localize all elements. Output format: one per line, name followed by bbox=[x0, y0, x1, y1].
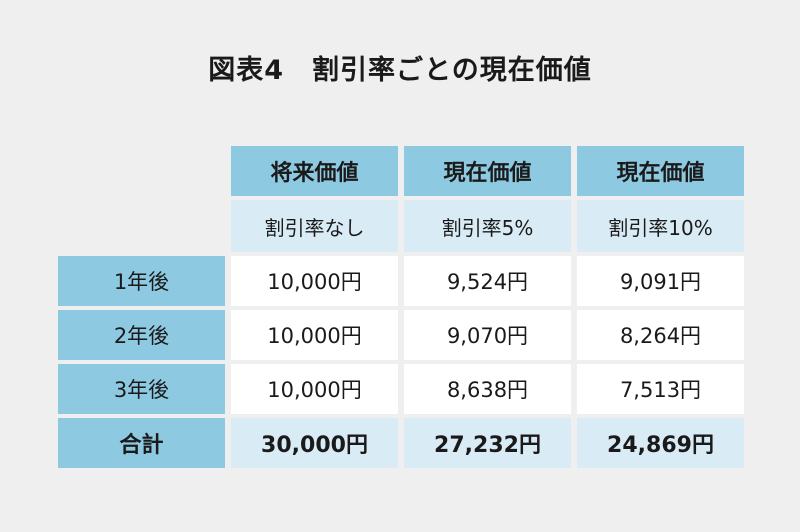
table-cell: 8,264円 bbox=[577, 310, 744, 360]
column-header-present-value-5: 現在価値 bbox=[404, 146, 571, 196]
table-cell: 9,091円 bbox=[577, 256, 744, 306]
table-cell: 7,513円 bbox=[577, 364, 744, 414]
total-cell: 24,869円 bbox=[577, 418, 744, 468]
table-cell: 8,638円 bbox=[404, 364, 571, 414]
corner-blank bbox=[58, 146, 225, 196]
column-header-future-value: 将来価値 bbox=[231, 146, 398, 196]
row-header-total: 合計 bbox=[58, 418, 225, 468]
figure-title: 図表4 割引率ごとの現在価値 bbox=[208, 55, 592, 86]
column-subheader-no-discount: 割引率なし bbox=[231, 200, 398, 252]
row-header-year-3: 3年後 bbox=[58, 364, 225, 414]
row-header-year-1: 1年後 bbox=[58, 256, 225, 306]
column-subheader-discount-5: 割引率5% bbox=[404, 200, 571, 252]
total-cell: 30,000円 bbox=[231, 418, 398, 468]
table-cell: 10,000円 bbox=[231, 364, 398, 414]
table-cell: 10,000円 bbox=[231, 310, 398, 360]
column-subheader-discount-10: 割引率10% bbox=[577, 200, 744, 252]
present-value-table: 将来価値 現在価値 現在価値 割引率なし 割引率5% 割引率10% 1年後 10… bbox=[58, 146, 744, 468]
column-header-present-value-10: 現在価値 bbox=[577, 146, 744, 196]
total-cell: 27,232円 bbox=[404, 418, 571, 468]
table-cell: 9,524円 bbox=[404, 256, 571, 306]
table-cell: 10,000円 bbox=[231, 256, 398, 306]
corner-blank-sub bbox=[58, 200, 225, 252]
table-cell: 9,070円 bbox=[404, 310, 571, 360]
row-header-year-2: 2年後 bbox=[58, 310, 225, 360]
